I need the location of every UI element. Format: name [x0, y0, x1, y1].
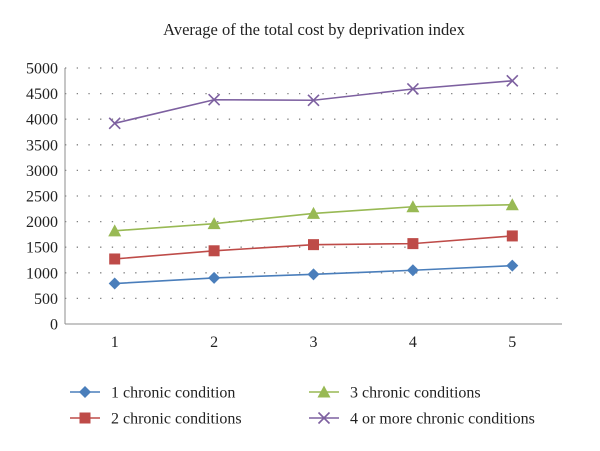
data-point: [506, 230, 518, 242]
y-tick-label: 0: [50, 317, 58, 334]
data-point: [307, 94, 320, 107]
axes: [64, 68, 562, 325]
series-line: [114, 80, 513, 125]
legend-label: 3 chronic conditions: [350, 385, 481, 402]
y-tick-label: 1000: [26, 265, 58, 282]
data-point: [407, 238, 419, 250]
y-tick-label: 3000: [26, 163, 58, 180]
data-point: [108, 117, 121, 130]
data-point: [108, 277, 121, 290]
data-point: [406, 82, 419, 96]
legend-label: 1 chronic condition: [111, 385, 235, 402]
y-tick-label: 4500: [26, 86, 58, 103]
data-point: [208, 271, 221, 284]
y-tick-label: 4000: [26, 112, 58, 129]
legend-marker: [317, 411, 331, 425]
legend-item: 2 chronic conditions: [70, 411, 242, 428]
series-1: [108, 259, 519, 290]
data-point: [506, 259, 519, 272]
legend-label: 2 chronic conditions: [111, 411, 242, 428]
x-axis-ticks: 1 2 3 4 5: [111, 334, 517, 351]
series-3: [108, 198, 519, 237]
data-point: [108, 224, 122, 237]
chart-title: Average of the total cost by deprivation…: [163, 20, 465, 39]
series-4: [108, 74, 519, 130]
legend: 1 chronic condition 2 chronic conditions 3…: [70, 385, 535, 428]
legend-marker: [317, 385, 331, 398]
y-tick-label: 2000: [26, 214, 58, 231]
legend-item: 1 chronic condition: [70, 385, 235, 402]
data-point: [207, 217, 221, 230]
data-point: [109, 253, 121, 265]
y-tick-label: 5000: [26, 61, 58, 78]
data-point: [308, 239, 319, 251]
y-tick-label: 2500: [26, 189, 58, 206]
y-tick-label: 500: [34, 291, 58, 308]
legend-label: 4 or more chronic conditions: [350, 411, 535, 428]
legend-item: 4 or more chronic conditions: [309, 411, 535, 428]
data-point: [406, 200, 420, 213]
data-point: [307, 268, 320, 281]
x-tick-label: 4: [409, 334, 417, 351]
x-tick-label: 5: [508, 334, 516, 351]
legend-marker: [79, 386, 91, 398]
legend-marker: [79, 412, 91, 424]
x-tick-label: 3: [310, 334, 318, 351]
y-axis-ticks: 0 500 1000 1500 2000 2500 3000 3500 4000 4500 5000: [26, 61, 58, 334]
data-point: [208, 245, 220, 257]
data-point: [406, 264, 419, 277]
data-point: [506, 74, 519, 87]
y-tick-label: 1500: [26, 240, 58, 257]
data-point: [307, 206, 320, 219]
data-point: [505, 198, 519, 211]
series-2: [109, 230, 518, 265]
series-group: [108, 74, 519, 290]
data-point: [208, 93, 221, 106]
x-tick-label: 1: [111, 334, 119, 351]
x-tick-label: 2: [210, 334, 218, 351]
y-tick-label: 3500: [26, 137, 58, 154]
legend-item: 3 chronic conditions: [309, 385, 481, 402]
gridlines: [65, 67, 562, 300]
